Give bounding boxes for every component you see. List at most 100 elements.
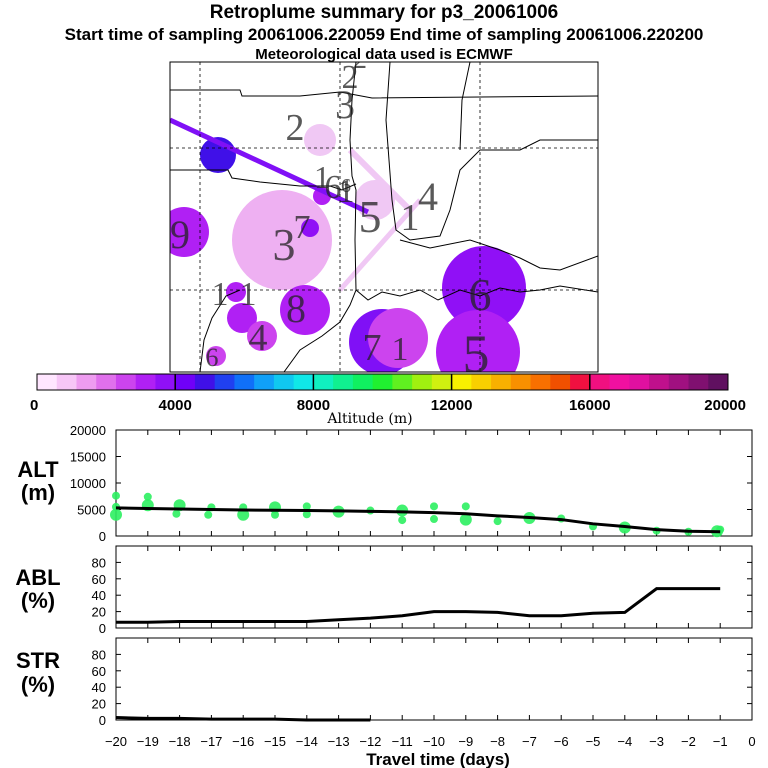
y-tick-label: 80 <box>92 647 106 662</box>
x-tick-label: −19 <box>137 734 159 749</box>
colorbar-swatch <box>273 374 295 390</box>
plume-number-label: 6 <box>206 343 219 372</box>
y-tick-label: 0 <box>99 713 106 728</box>
sampling-times: Start time of sampling 20061006.220059 E… <box>64 25 704 44</box>
plot-frame <box>115 637 753 721</box>
x-tick-label: −7 <box>522 734 537 749</box>
y-tick-label: 60 <box>92 572 106 587</box>
plume-track <box>170 117 370 215</box>
colorbar-swatch <box>412 374 433 390</box>
alt-scatter-point <box>112 491 120 500</box>
panel-label-unit: (%) <box>21 672 55 697</box>
colorbar-swatch <box>352 374 374 390</box>
plume-circle <box>232 190 332 290</box>
colorbar-swatch <box>37 374 58 390</box>
plume-number-label: 1 <box>240 276 257 313</box>
colorbar-tick-label: 20000 <box>704 397 746 414</box>
x-tick-label: −1 <box>713 734 728 749</box>
plume-track <box>347 147 413 213</box>
plume-number-label: 6 <box>341 175 351 197</box>
plume-number-label: 6 <box>325 169 342 206</box>
plume-number-label: 8 <box>286 286 306 331</box>
colorbar-tick-label: 12000 <box>431 397 473 414</box>
colorbar-swatch <box>668 374 690 390</box>
colorbar-swatch <box>372 374 393 390</box>
plume-track <box>338 198 422 292</box>
plume-number-label: 6 <box>469 269 492 320</box>
x-tick-label: −9 <box>458 734 473 749</box>
plume-circle <box>442 246 526 330</box>
page-title: Retroplume summary for p3_20061006 <box>209 2 559 23</box>
alt-scatter-point <box>143 492 152 501</box>
panel-label-name: ABL <box>15 565 60 590</box>
plume-circle <box>436 310 520 372</box>
plume-circle <box>280 285 330 335</box>
x-tick-label: −3 <box>649 734 664 749</box>
x-tick-label: −20 <box>105 734 127 749</box>
alt-scatter-point <box>459 513 472 526</box>
plume-number-label: 2 <box>353 44 367 75</box>
colorbar-swatch <box>471 374 492 390</box>
colorbar-swatch <box>214 374 235 390</box>
alt-scatter-point <box>237 508 250 521</box>
plume-number-label: 1 <box>212 276 229 313</box>
colorbar-swatch <box>194 374 216 390</box>
y-tick-label: 40 <box>92 680 106 695</box>
colorbar-swatch <box>254 374 275 390</box>
colorbar-axis-label: Altitude (m) <box>326 411 412 427</box>
plume-circle <box>206 346 226 366</box>
plume-number-label: 4 <box>418 174 438 219</box>
colorbar-swatch <box>609 374 630 390</box>
plume-number-label: 1 <box>401 197 420 239</box>
alt-scatter-point <box>493 517 502 526</box>
colorbar-swatch <box>234 374 255 390</box>
colorbar-swatch <box>708 374 729 390</box>
colorbar-swatch <box>115 374 137 390</box>
alt-scatter-point <box>398 516 407 525</box>
altitude-colorbar: 0 4000 8000 12000 16000 20000 Altitude (m) <box>30 373 746 427</box>
x-tick-label: −5 <box>586 734 601 749</box>
colorbar-swatch <box>96 374 117 390</box>
colorbar-swatch <box>688 374 709 390</box>
y-tick-label: 20 <box>92 605 106 620</box>
alt-scatter-point <box>172 509 181 518</box>
plume-circle <box>301 219 319 237</box>
plume-circle <box>304 124 336 156</box>
plume-number-label: 4 <box>249 317 268 359</box>
y-tick-label: 40 <box>92 588 106 603</box>
x-axis: −20 −19 −18 −17 −16 −15 −14 −13 −12 −11 −10 −9 −8 −7−… <box>105 734 756 768</box>
panel-label-name: STR <box>16 648 60 673</box>
x-tick-label: −2 <box>681 734 696 749</box>
x-tick-label: −11 <box>392 734 413 749</box>
plume-number-label: 3 <box>335 82 355 127</box>
colorbar-tick-label: 16000 <box>569 397 611 414</box>
colorbar-swatch <box>570 374 591 390</box>
x-tick-label: −12 <box>359 734 381 749</box>
plume-number-label: 3 <box>273 219 296 270</box>
colorbar-swatch <box>56 374 77 390</box>
plume-circle <box>170 207 209 257</box>
alt-scatter-point <box>461 502 470 511</box>
plot-frame <box>115 545 753 629</box>
alt-scatter-point <box>302 510 311 519</box>
colorbar-tick-label: 8000 <box>297 397 330 414</box>
plume-number-label: 2 <box>286 107 305 149</box>
alt-scatter-point <box>110 508 122 521</box>
x-tick-label: −10 <box>423 734 445 749</box>
y-tick-label: 0 <box>99 621 106 636</box>
colorbar-swatch <box>589 374 611 390</box>
x-tick-label: 0 <box>748 734 755 749</box>
x-tick-label: −14 <box>296 734 318 749</box>
alt-scatter-point <box>430 502 438 511</box>
plume-number-label: 1 <box>314 159 330 195</box>
colorbar-swatch <box>649 374 670 390</box>
chart-panel-alt: 0 5000 10000 15000 20000 ALT(m) <box>17 423 753 544</box>
plume-circle <box>368 308 428 368</box>
y-tick-label: 0 <box>99 529 106 544</box>
plume-number-label: 5 <box>359 191 382 242</box>
series-line-abl <box>116 587 721 624</box>
